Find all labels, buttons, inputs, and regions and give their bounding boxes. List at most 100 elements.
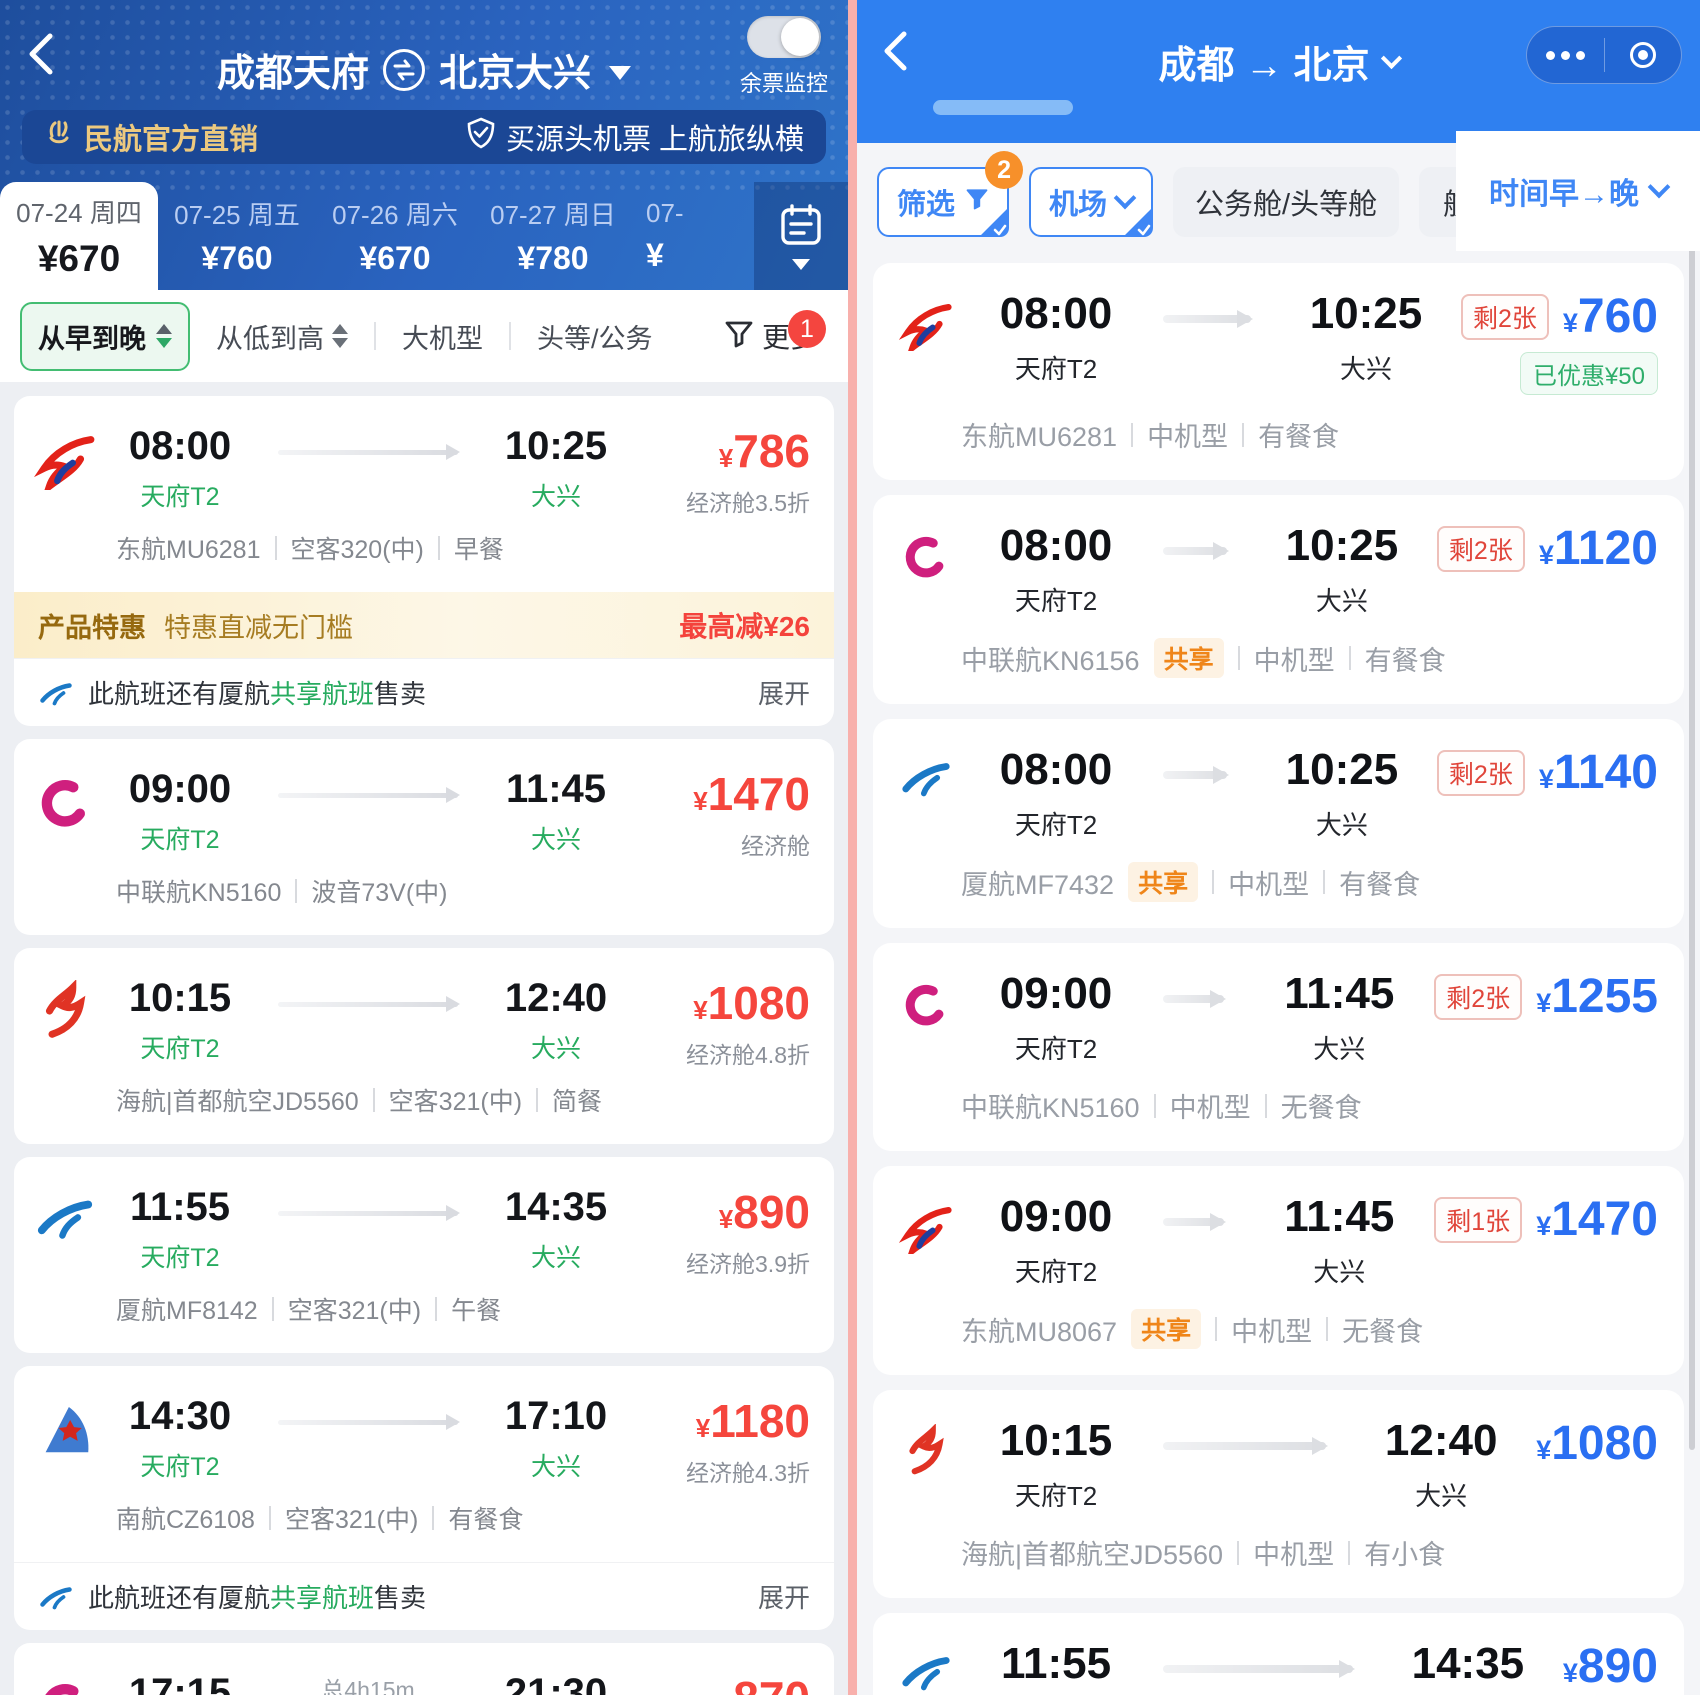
miniprogram-capsule <box>1526 26 1682 84</box>
route-dropdown-icon[interactable] <box>609 65 632 80</box>
flight-arrow <box>1163 990 1227 1008</box>
left-flight-list: 08:00 天府T2 10:25 大兴 ¥786 经济舱3.5折 东航MU628… <box>0 382 848 1695</box>
departure-terminal: 天府T2 <box>1014 1257 1098 1287</box>
departure-terminal: 天府T2 <box>140 483 220 511</box>
date-tab-0727[interactable]: 07-27 周日 ¥780 <box>490 200 616 276</box>
expand-button[interactable]: 展开 <box>757 679 810 709</box>
expand-button[interactable]: 展开 <box>757 1583 810 1613</box>
flight-card-mu8067[interactable]: 09:00 天府T2 11:45 大兴 剩1张 ¥1470 东航MU8067 共享… <box>873 1166 1684 1375</box>
codeshare-notice[interactable]: 此航班还有厦航 共享航班 售卖 展开 <box>14 658 834 726</box>
price: ¥870 <box>640 1671 810 1695</box>
china-eastern-logo <box>898 1200 953 1260</box>
arrival-time: 11:45 <box>1284 969 1395 1018</box>
flight-info-line: 海航|首都航空JD5560 空客321(中) 简餐 <box>116 1088 603 1116</box>
sort-by-price[interactable]: 从低到高 <box>216 317 348 356</box>
arrival-terminal: 大兴 <box>530 1244 581 1272</box>
china-united-logo <box>34 1675 96 1695</box>
back-icon[interactable] <box>26 32 56 76</box>
price: ¥1140 <box>1538 746 1658 799</box>
filter-chip[interactable]: 筛选 2 <box>877 151 1024 237</box>
departure-time: 17:15 <box>128 1671 232 1695</box>
route-title[interactable]: 成都 → 北京 <box>857 0 1700 89</box>
departure-terminal: 天府T2 <box>140 1035 220 1063</box>
flight-arrow <box>1163 542 1229 560</box>
cabin-class-chip[interactable]: 公务舱/头等舱 <box>1173 167 1400 237</box>
from-city[interactable]: 成都天府 <box>216 53 369 95</box>
codeshare-notice[interactable]: 此航班还有厦航 共享航班 售卖 展开 <box>14 1562 834 1630</box>
flight-arrow <box>1163 310 1253 328</box>
official-sales-banner[interactable]: 民航官方直销 买源头机票 上航旅纵横 <box>22 110 826 164</box>
china-eastern-logo <box>33 428 96 497</box>
flight-card-jd5560[interactable]: 10:15 天府T2 12:40 大兴 ¥1080 经济舱4.8折 海航|首都航… <box>14 948 834 1144</box>
close-minimize-button[interactable] <box>1605 27 1682 83</box>
filter-divider <box>374 322 376 350</box>
flight-card-kn5160[interactable]: 09:00 天府T2 11:45 大兴 ¥1470 经济舱 中联航KN5160 波… <box>14 739 834 935</box>
flight-card-mf8142[interactable]: 11:55 天府T2 14:35 大兴 ¥890 经济舱3.9折 厦航MF814… <box>14 1157 834 1353</box>
arrival-terminal: 大兴 <box>1339 354 1392 384</box>
arrival-terminal: 大兴 <box>530 483 581 511</box>
filter-first-class[interactable]: 头等/公务 <box>537 323 653 354</box>
xiamen-air-logo <box>899 753 953 807</box>
drag-indicator <box>933 100 1073 115</box>
arrival-terminal: 大兴 <box>1315 586 1368 616</box>
flight-card-jd5560[interactable]: 10:15 天府T2 12:40 大兴 ¥1080 海航|首都航空JD5560 中… <box>873 1390 1684 1598</box>
flight-card-cz6108[interactable]: 14:30 天府T2 17:10 大兴 ¥1180 经济舱4.3折 南航CZ61… <box>14 1366 834 1630</box>
sort-order-dropdown[interactable]: 时间早→晚 <box>1456 131 1700 251</box>
funnel-icon <box>724 319 754 354</box>
swap-cities-icon[interactable] <box>383 48 425 91</box>
capsule-divider <box>1603 38 1605 72</box>
price: ¥1120 <box>1538 522 1658 575</box>
seats-left-badge: 剩2张 <box>1436 525 1525 572</box>
arrival-terminal: 大兴 <box>530 1453 581 1481</box>
banner-left-text: 民航官方直销 <box>84 124 259 156</box>
flight-card-mf8142[interactable]: 11:55 天府T2 14:35 大兴 ¥890 厦航MF8142中机型有餐食 <box>873 1613 1684 1695</box>
flight-card-stopover[interactable]: 17:15 天府T2 总4h15m 停 榆林 21:30 大兴 ¥870 经济舱 <box>14 1643 834 1695</box>
left-header-area: 成都天府 北京大兴 余票监控 民航官方直销 <box>0 0 848 290</box>
right-app-panel: 成都 → 北京 筛选 2 机场 <box>857 0 1700 1695</box>
departure-terminal: 天府T2 <box>140 1244 220 1272</box>
ticket-monitor-toggle[interactable] <box>746 16 821 58</box>
more-menu-button[interactable] <box>1527 27 1604 83</box>
price: ¥890 <box>718 1186 810 1238</box>
calendar-icon <box>778 202 824 253</box>
date-tab-bar: 07-24 周四 ¥670 07-25 周五 ¥760 07-26 周六 ¥67… <box>0 182 848 290</box>
more-filters-badge: 1 <box>788 310 826 348</box>
arrival-time: 14:35 <box>1411 1639 1525 1688</box>
flight-card-kn5160[interactable]: 09:00 天府T2 11:45 大兴 剩2张 ¥1255 中联航KN5160 中… <box>873 943 1684 1151</box>
right-header: 成都 → 北京 <box>857 0 1700 143</box>
more-filters-button[interactable]: 更多 1 <box>643 290 848 382</box>
flight-card-mu6281[interactable]: 08:00 天府T2 10:25 大兴 剩2张 ¥760 已优惠¥50 东航 <box>873 263 1684 480</box>
date-tab-0725[interactable]: 07-25 周五 ¥760 <box>174 200 300 276</box>
departure-time: 10:15 <box>999 1416 1113 1465</box>
date-tab-0726[interactable]: 07-26 周六 ¥670 <box>332 200 458 276</box>
to-city[interactable]: 北京大兴 <box>439 53 592 95</box>
promo-strip[interactable]: 产品特惠 特惠直减无门槛 最高减¥26 <box>14 592 834 658</box>
cabin-info: 经济舱3.9折 <box>686 1251 810 1277</box>
back-icon[interactable] <box>881 30 909 72</box>
flight-info-line: 厦航MF7432 共享 中机型 有餐食 <box>961 862 1658 902</box>
china-united-logo <box>899 977 953 1031</box>
arrival-time: 10:25 <box>504 424 608 468</box>
airport-chip[interactable]: 机场 <box>1029 167 1154 237</box>
seats-left-badge: 剩2张 <box>1436 749 1525 796</box>
flight-card-kn6156[interactable]: 08:00 天府T2 10:25 大兴 剩2张 ¥1120 中联航KN6156 共… <box>873 495 1684 704</box>
sort-by-time-pill[interactable]: 从早到晚 <box>20 301 190 371</box>
departure-terminal: 天府T2 <box>1014 354 1098 384</box>
date-tab-0724[interactable]: 07-24 周四 ¥670 <box>0 182 158 290</box>
panel-divider <box>848 0 857 1695</box>
arrival-time: 21:30 <box>504 1671 608 1695</box>
seats-left-badge: 剩1张 <box>1434 1196 1523 1243</box>
chip-selected-corner <box>1123 207 1154 237</box>
flight-card-mu6281[interactable]: 08:00 天府T2 10:25 大兴 ¥786 经济舱3.5折 东航MU628… <box>14 396 834 726</box>
date-tab-partial[interactable]: 07- ¥ <box>646 198 684 273</box>
flight-arrow <box>278 996 460 1012</box>
calendar-button[interactable] <box>754 182 848 290</box>
departure-terminal: 天府T2 <box>1014 586 1098 616</box>
flight-card-mf7432[interactable]: 08:00 天府T2 10:25 大兴 剩2张 ¥1140 厦航MF7432 共享… <box>873 719 1684 928</box>
china-united-logo <box>34 771 96 833</box>
route-title[interactable]: 成都天府 北京大兴 <box>0 0 848 97</box>
price: ¥1255 <box>1536 970 1658 1023</box>
filter-big-plane[interactable]: 大机型 <box>402 323 483 354</box>
flight-info-line: 南航CZ6108 空客321(中) 有餐食 <box>116 1506 524 1534</box>
scrollbar[interactable] <box>1689 150 1695 1450</box>
